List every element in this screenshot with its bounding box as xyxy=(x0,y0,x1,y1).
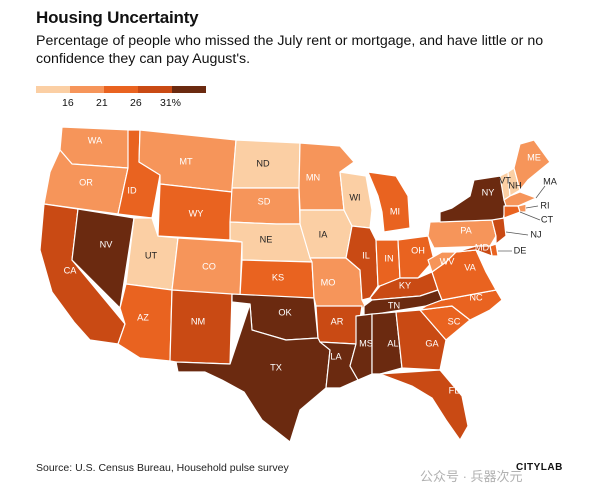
state-label-sd: SD xyxy=(258,196,271,206)
state-md xyxy=(455,245,493,257)
chart-title: Housing Uncertainty xyxy=(36,8,199,27)
state-label-az: AZ xyxy=(137,312,149,322)
state-label-in: IN xyxy=(384,253,393,263)
state-label-tn: TN xyxy=(388,300,400,310)
state-label-ar: AR xyxy=(331,316,344,326)
state-label-fl: FL xyxy=(449,385,460,395)
leader-line-ri xyxy=(525,205,539,209)
leader-line-ma xyxy=(535,185,546,199)
leader-line-nj xyxy=(505,231,529,236)
state-label-ne: NE xyxy=(260,234,273,244)
legend-swatch-1 xyxy=(70,86,104,93)
state-label-ok: OK xyxy=(278,307,292,317)
state-az xyxy=(117,283,173,362)
legend-swatch-2 xyxy=(104,86,138,93)
state-label-nm: NM xyxy=(191,316,205,326)
state-label-la: LA xyxy=(330,351,342,361)
state-label-il: IL xyxy=(362,250,370,260)
state-labels: WA OR CA NV ID UT AZ MT WY CO NM ND SD NE KS OK TX MN IA MO… xyxy=(64,135,558,395)
state-label-ky: KY xyxy=(399,280,411,290)
state-label-va: VA xyxy=(464,262,476,272)
chart-subtitle: Percentage of people who missed the July… xyxy=(36,33,544,67)
state-label-mt: MT xyxy=(179,156,193,166)
state-label-ut: UT xyxy=(145,250,158,260)
leader-lines xyxy=(498,185,546,252)
state-label-or: OR xyxy=(79,177,93,187)
legend-swatch-3 xyxy=(138,86,172,93)
state-oh xyxy=(397,235,435,279)
state-label-pa: PA xyxy=(460,225,472,235)
state-label-mn: MN xyxy=(306,172,320,182)
brand-logo: CITYLAB xyxy=(516,462,563,473)
state-al xyxy=(371,311,403,375)
state-label-ia: IA xyxy=(319,229,329,239)
legend-label-21: 21 xyxy=(96,97,108,109)
legend-label-31: 31% xyxy=(160,97,182,109)
state-label-sc: SC xyxy=(448,316,461,326)
state-label-nc: NC xyxy=(469,292,483,302)
state-fl xyxy=(379,369,469,441)
state-label-id: ID xyxy=(127,185,137,195)
state-label-wy: WY xyxy=(189,208,204,218)
state-label-de: DE xyxy=(514,245,527,255)
state-label-ms: MS xyxy=(359,338,373,348)
state-label-nv: NV xyxy=(100,239,114,249)
legend-swatch-0 xyxy=(36,86,70,93)
state-label-nj: NJ xyxy=(530,229,541,239)
state-label-mo: MO xyxy=(321,277,336,287)
state-label-ri: RI xyxy=(540,200,549,210)
state-label-nh: NH xyxy=(508,180,521,190)
state-label-md: MD xyxy=(475,242,490,252)
state-label-nd: ND xyxy=(256,158,270,168)
legend-swatches xyxy=(36,86,206,93)
leader-line-ct xyxy=(519,211,541,221)
state-label-wi: WI xyxy=(349,192,360,202)
state-label-co: CO xyxy=(202,261,216,271)
state-label-ks: KS xyxy=(272,272,284,282)
state-label-oh: OH xyxy=(411,245,425,255)
state-ga xyxy=(395,309,447,371)
state-label-ny: NY xyxy=(482,187,495,197)
state-shapes xyxy=(39,126,551,443)
legend-swatch-4 xyxy=(172,86,206,93)
watermark-text: 公众号 · 兵器次元 xyxy=(420,469,523,484)
state-label-mi: MI xyxy=(390,206,400,216)
state-nj xyxy=(491,217,507,245)
state-label-wa: WA xyxy=(88,135,103,145)
source-note: Source: U.S. Census Bureau, Household pu… xyxy=(36,462,289,474)
legend: 16 21 26 31% xyxy=(36,86,206,109)
state-label-ga: GA xyxy=(425,338,439,348)
legend-labels: 16 21 26 31% xyxy=(36,93,206,109)
state-me xyxy=(513,139,551,191)
state-label-vt: VT xyxy=(499,175,511,185)
state-ct xyxy=(503,205,521,219)
state-nm xyxy=(169,289,233,365)
state-label-ca: CA xyxy=(64,265,78,275)
state-tx xyxy=(175,303,331,443)
state-ny xyxy=(439,175,507,225)
state-label-ct: CT xyxy=(541,214,554,224)
state-wv xyxy=(427,251,457,273)
state-label-wv: WV xyxy=(440,256,456,266)
state-mi xyxy=(367,171,411,233)
state-label-me: ME xyxy=(527,152,541,162)
legend-label-16: 16 xyxy=(62,97,74,109)
state-label-ma: MA xyxy=(543,176,558,186)
state-label-al: AL xyxy=(387,338,398,348)
state-label-tx: TX xyxy=(270,362,282,372)
legend-label-26: 26 xyxy=(130,97,142,109)
